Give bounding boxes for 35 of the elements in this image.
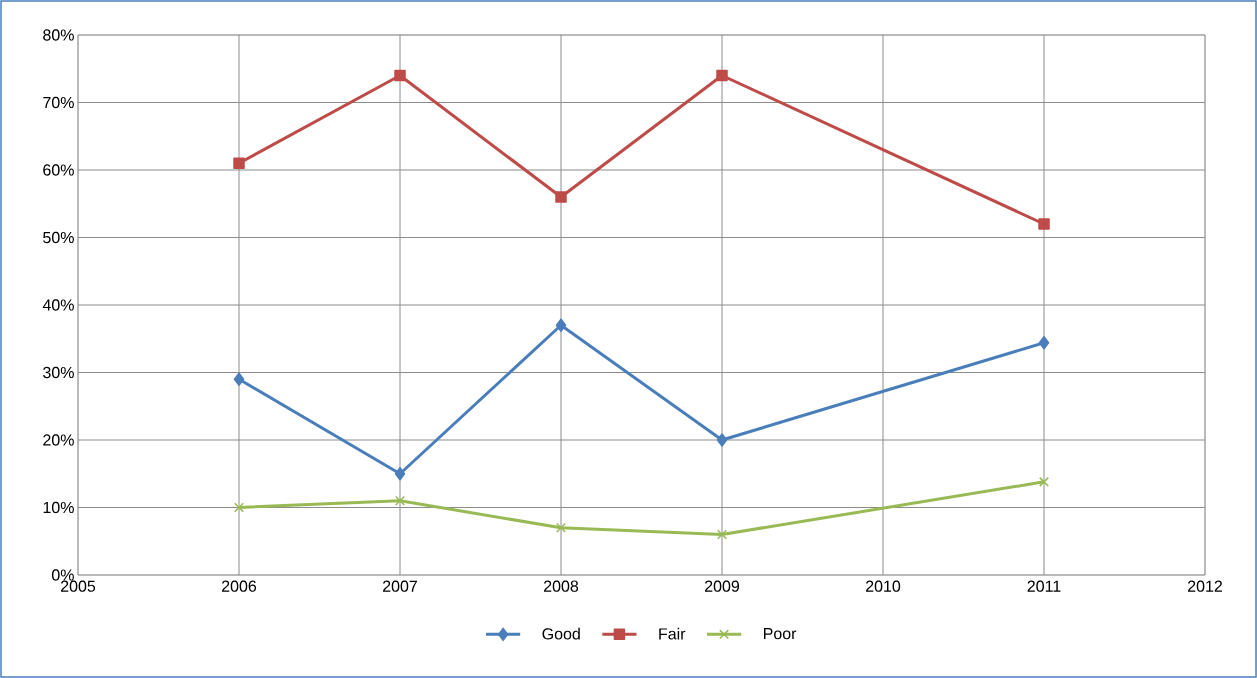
y-tick-label: 40% [42, 299, 74, 311]
point [395, 495, 405, 506]
y-tick-label: 70% [43, 96, 74, 109]
point [717, 529, 727, 540]
y-tick-label: 30% [43, 366, 74, 379]
y-tick-label: 20% [43, 434, 74, 446]
y-tick-label: 50% [43, 231, 74, 244]
x-tick-label: 2010 [866, 580, 901, 592]
x-tick-label: 2005 [61, 580, 96, 592]
y-tick-label: 10% [43, 501, 74, 514]
point [394, 467, 406, 481]
point [555, 191, 567, 203]
y-tick-label: 0% [51, 569, 74, 581]
point [1038, 218, 1050, 230]
y-tick-label: 80% [43, 29, 74, 41]
x-tick-label: 2007 [383, 580, 417, 592]
x-tick-label: 2012 [1188, 580, 1222, 592]
point [716, 69, 728, 82]
x-tick-label: 2009 [705, 580, 740, 592]
legend-label: Poor [763, 628, 797, 640]
point [394, 69, 406, 82]
point [233, 157, 245, 169]
point [234, 502, 244, 513]
point [556, 522, 566, 533]
x-tick-label: 2006 [222, 580, 257, 592]
x-tick-label: 2008 [544, 580, 579, 592]
y-tick-label: 60% [43, 164, 74, 176]
legend-label: Good [542, 627, 580, 640]
point [555, 318, 567, 332]
legend-label: Fair [659, 627, 686, 640]
point [716, 433, 728, 447]
point [1039, 476, 1050, 487]
x-tick-label: 2011 [1027, 580, 1061, 592]
point [233, 372, 245, 386]
point [1038, 336, 1050, 350]
